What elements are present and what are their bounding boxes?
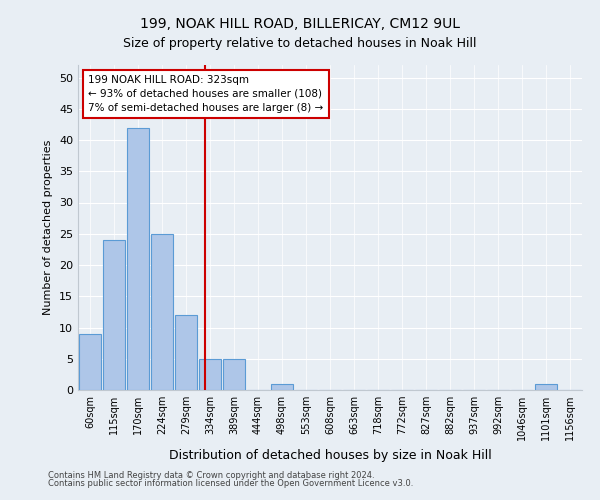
Bar xyxy=(199,359,221,390)
Text: Contains public sector information licensed under the Open Government Licence v3: Contains public sector information licen… xyxy=(48,479,413,488)
Text: 199 NOAK HILL ROAD: 323sqm
← 93% of detached houses are smaller (108)
7% of semi: 199 NOAK HILL ROAD: 323sqm ← 93% of deta… xyxy=(88,74,323,113)
Bar xyxy=(271,384,293,390)
X-axis label: Distribution of detached houses by size in Noak Hill: Distribution of detached houses by size … xyxy=(169,448,491,462)
Bar xyxy=(535,384,557,390)
Bar xyxy=(127,128,149,390)
Bar xyxy=(175,315,197,390)
Text: 199, NOAK HILL ROAD, BILLERICAY, CM12 9UL: 199, NOAK HILL ROAD, BILLERICAY, CM12 9U… xyxy=(140,18,460,32)
Bar xyxy=(223,359,245,390)
Y-axis label: Number of detached properties: Number of detached properties xyxy=(43,140,53,315)
Bar xyxy=(79,334,101,390)
Bar xyxy=(103,240,125,390)
Text: Size of property relative to detached houses in Noak Hill: Size of property relative to detached ho… xyxy=(123,38,477,51)
Bar xyxy=(151,234,173,390)
Text: Contains HM Land Registry data © Crown copyright and database right 2024.: Contains HM Land Registry data © Crown c… xyxy=(48,470,374,480)
